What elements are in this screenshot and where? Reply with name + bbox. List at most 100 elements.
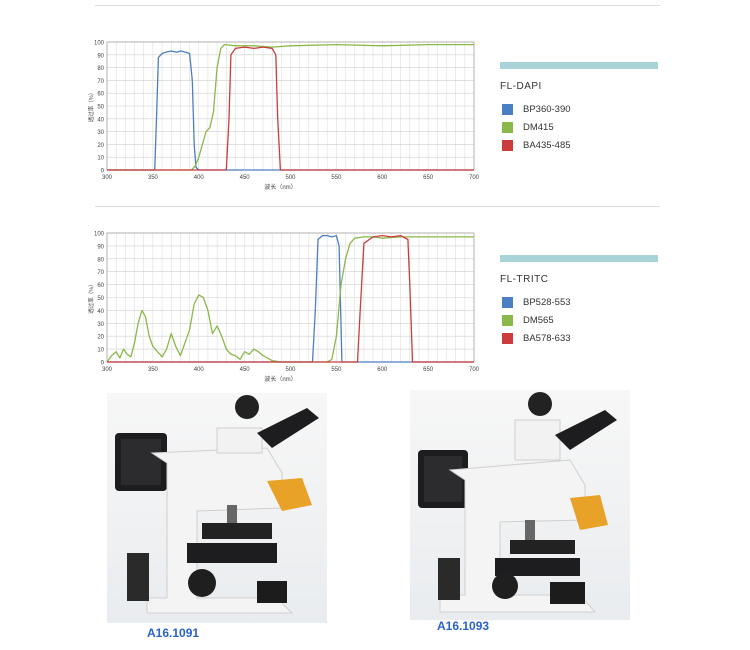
y-tick-label: 30 bbox=[97, 322, 104, 328]
dapi-transmission-chart: 0 10 20 30 40 50 60 70 80 90 100 300 350 400 450 500 550… bbox=[87, 41, 480, 192]
series-line-bp528-553 bbox=[107, 234, 474, 363]
legend-entry: BP360-390 bbox=[500, 100, 658, 118]
y-tick-label: 100 bbox=[94, 232, 105, 238]
y-tick-label: 80 bbox=[97, 257, 104, 263]
condenser bbox=[187, 543, 277, 563]
tritc-legend: FL-TRITC BP528-553 DM565 BA578-633 bbox=[500, 255, 658, 347]
legend-entry: DM565 bbox=[500, 311, 658, 329]
x-tick-label: 700 bbox=[469, 367, 480, 373]
x-tick-label: 350 bbox=[148, 367, 159, 373]
y-axis-label: 透过率（%） bbox=[87, 90, 95, 122]
y-tick-label: 0 bbox=[101, 169, 105, 175]
x-tick-label: 500 bbox=[285, 367, 296, 373]
legend-entry: BA578-633 bbox=[500, 329, 658, 347]
x-tick-label: 400 bbox=[194, 367, 205, 373]
x-tick-label: 600 bbox=[377, 367, 388, 373]
focus-knob bbox=[492, 573, 518, 599]
legend-header-bar bbox=[500, 255, 658, 262]
series-line-ba578-633 bbox=[107, 234, 474, 363]
base-panel bbox=[257, 581, 287, 603]
eyepieces bbox=[257, 408, 319, 448]
microscope-photo-a16-1093 bbox=[410, 390, 630, 620]
camera-fins bbox=[121, 439, 161, 485]
middle-divider bbox=[95, 206, 660, 207]
tritc-transmission-chart: 0 10 20 30 40 50 60 70 80 90 100 300 350 400 450 500 550… bbox=[87, 232, 480, 384]
top-divider bbox=[95, 5, 660, 6]
light-housing bbox=[127, 553, 149, 601]
legend-swatch bbox=[502, 121, 513, 133]
light-housing bbox=[438, 558, 460, 600]
x-axis-label: 波长（nm） bbox=[264, 183, 296, 191]
y-tick-label: 40 bbox=[97, 309, 104, 315]
legend-swatch bbox=[502, 139, 513, 151]
y-tick-label: 60 bbox=[97, 92, 104, 98]
x-tick-label: 550 bbox=[331, 175, 342, 181]
head bbox=[514, 419, 561, 461]
legend-swatch bbox=[502, 332, 513, 344]
legend-title: FL-DAPI bbox=[500, 81, 542, 92]
legend-header-bar bbox=[500, 62, 658, 69]
dapi-legend: FL-DAPI BP360-390 DM415 BA435-485 bbox=[500, 62, 658, 154]
orange-shield bbox=[267, 478, 312, 511]
legend-label: BA578-633 bbox=[523, 332, 571, 344]
y-tick-label: 50 bbox=[97, 296, 104, 302]
legend-entry: DM415 bbox=[500, 118, 658, 136]
objectives bbox=[227, 505, 237, 523]
eyepieces bbox=[555, 410, 617, 450]
legend-label: BA435-485 bbox=[523, 139, 571, 151]
x-tick-label: 400 bbox=[194, 175, 205, 181]
y-tick-label: 70 bbox=[97, 79, 104, 85]
y-tick-label: 80 bbox=[97, 66, 104, 72]
series-line-ba435-485 bbox=[107, 46, 474, 171]
legend-swatch bbox=[502, 296, 513, 308]
legend-label: BP360-390 bbox=[523, 103, 571, 115]
x-tick-label: 300 bbox=[102, 175, 113, 181]
y-tick-label: 20 bbox=[97, 143, 104, 149]
x-tick-label: 450 bbox=[240, 175, 251, 181]
y-tick-label: 30 bbox=[97, 130, 104, 136]
camera-port bbox=[235, 395, 259, 419]
x-tick-label: 650 bbox=[423, 367, 434, 373]
y-tick-label: 90 bbox=[97, 244, 104, 250]
y-tick-label: 10 bbox=[97, 156, 104, 162]
y-tick-label: 90 bbox=[97, 53, 104, 59]
x-tick-label: 300 bbox=[102, 367, 113, 373]
y-tick-label: 60 bbox=[97, 283, 104, 289]
stage bbox=[202, 523, 272, 539]
condenser bbox=[495, 558, 580, 576]
microscope-illustration bbox=[115, 395, 319, 614]
y-tick-label: 10 bbox=[97, 348, 104, 354]
photo-caption: A16.1093 bbox=[437, 619, 490, 633]
legend-entry: BP528-553 bbox=[500, 293, 658, 311]
legend-swatch bbox=[502, 103, 513, 115]
series-line-bp360-390 bbox=[107, 50, 474, 171]
legend-swatch bbox=[502, 314, 513, 326]
objectives bbox=[525, 520, 535, 540]
series-line-dm565 bbox=[106, 236, 474, 363]
y-tick-label: 0 bbox=[101, 361, 105, 367]
orange-shield bbox=[570, 495, 608, 530]
x-tick-label: 650 bbox=[423, 175, 434, 181]
legend-label: BP528-553 bbox=[523, 296, 571, 308]
focus-knob bbox=[188, 569, 216, 597]
y-axis-label: 透过率（%） bbox=[87, 281, 95, 313]
x-tick-label: 600 bbox=[377, 175, 388, 181]
stage bbox=[510, 540, 575, 554]
legend-label: DM565 bbox=[523, 314, 554, 326]
legend-label: DM415 bbox=[523, 121, 554, 133]
x-tick-label: 450 bbox=[240, 367, 251, 373]
y-tick-label: 40 bbox=[97, 117, 104, 123]
base-panel bbox=[550, 582, 585, 604]
x-axis-label: 波长（nm） bbox=[264, 375, 296, 383]
microscope-photo-a16-1091 bbox=[107, 393, 327, 623]
series-line-dm415 bbox=[107, 43, 474, 171]
y-tick-label: 100 bbox=[94, 41, 105, 47]
head bbox=[216, 427, 263, 454]
x-tick-label: 350 bbox=[148, 175, 159, 181]
legend-entry: BA435-485 bbox=[500, 136, 658, 154]
camera-port bbox=[528, 392, 552, 416]
y-tick-label: 50 bbox=[97, 105, 104, 111]
camera-fins bbox=[424, 456, 462, 502]
x-tick-label: 550 bbox=[331, 367, 342, 373]
y-tick-label: 20 bbox=[97, 335, 104, 341]
